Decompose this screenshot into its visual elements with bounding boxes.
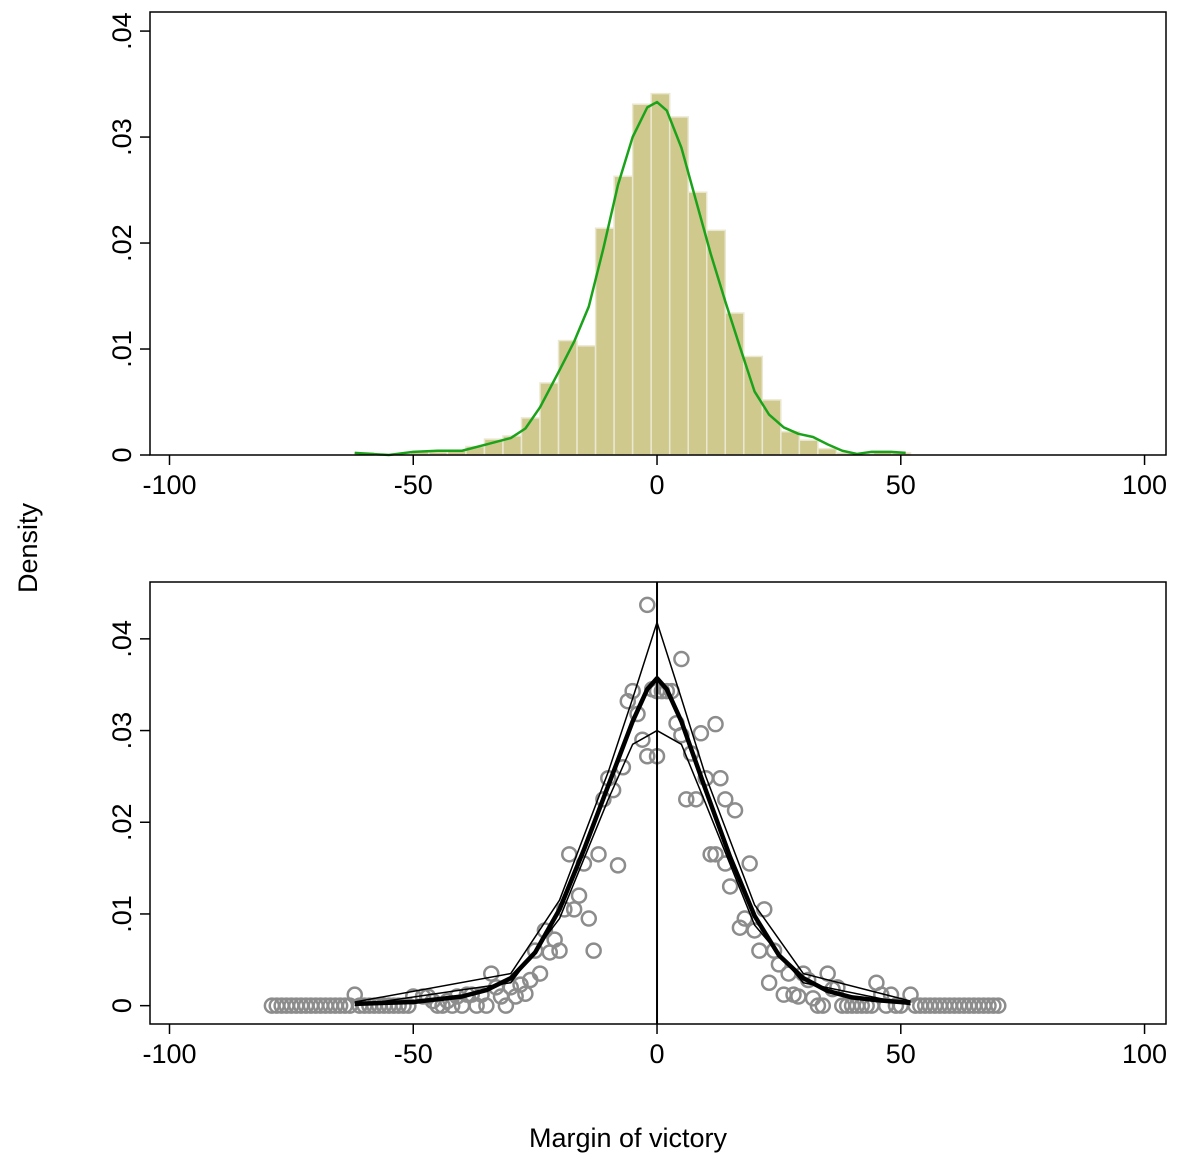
- density-line: [354, 100, 906, 457]
- y-tick-label: .04: [107, 620, 137, 658]
- bar: [780, 430, 801, 456]
- point: [756, 901, 773, 918]
- point: [483, 965, 500, 982]
- point: [639, 747, 656, 765]
- y-tick-label: .02: [107, 803, 137, 841]
- x-tick-label: 50: [886, 1039, 916, 1069]
- x-tick-label: -100: [142, 470, 196, 500]
- point: [565, 901, 583, 918]
- bar: [631, 103, 652, 456]
- point: [634, 731, 651, 748]
- plot-frame: [149, 11, 1167, 456]
- x-tick-label: -50: [394, 470, 433, 500]
- y-tick-label: 0: [107, 447, 137, 462]
- point: [400, 997, 417, 1014]
- point: [751, 942, 768, 959]
- plot-frame: [149, 581, 1167, 1025]
- bar: [557, 339, 578, 456]
- point: [717, 791, 734, 808]
- point: [707, 715, 724, 733]
- x-tick-label: 50: [886, 470, 916, 500]
- y-tick-label: .01: [107, 895, 137, 933]
- point: [990, 997, 1007, 1014]
- x-tick-label: 100: [1122, 470, 1167, 500]
- point: [570, 887, 588, 904]
- point: [673, 650, 690, 668]
- bar: [817, 447, 838, 456]
- bar: [724, 312, 745, 456]
- point: [658, 682, 676, 700]
- fit-line: [354, 676, 911, 1007]
- point: [985, 997, 1002, 1014]
- point: [980, 997, 997, 1014]
- point: [590, 846, 607, 863]
- bar: [576, 345, 597, 456]
- point: [887, 997, 905, 1014]
- point: [561, 846, 578, 863]
- point: [639, 596, 656, 614]
- y-axis-label: Density: [13, 502, 43, 593]
- point: [726, 802, 744, 819]
- point: [497, 997, 515, 1014]
- point: [531, 965, 549, 982]
- point: [687, 791, 705, 808]
- x-tick-label: -50: [394, 1039, 433, 1069]
- bar: [668, 116, 689, 456]
- point: [692, 725, 710, 742]
- point: [712, 769, 729, 787]
- point: [609, 857, 627, 874]
- point: [707, 846, 724, 863]
- x-tick-label: 0: [650, 470, 665, 500]
- point: [741, 855, 758, 872]
- bar: [706, 229, 727, 456]
- point: [814, 997, 832, 1014]
- y-tick-label: .04: [107, 12, 137, 50]
- point: [702, 846, 719, 863]
- point: [760, 974, 778, 991]
- point: [331, 997, 349, 1014]
- point: [721, 878, 739, 895]
- point: [512, 976, 529, 993]
- bar: [650, 92, 671, 456]
- y-tick-label: .01: [107, 330, 137, 368]
- x-tick-label: 100: [1122, 1039, 1167, 1069]
- bar: [798, 439, 819, 456]
- point: [517, 985, 534, 1002]
- fit-line: [354, 729, 911, 1007]
- point: [585, 942, 602, 959]
- point: [551, 942, 568, 959]
- x-tick-label: -100: [142, 1039, 196, 1069]
- bar: [613, 175, 634, 456]
- point: [580, 910, 598, 927]
- bar: [594, 227, 615, 456]
- bar: [539, 382, 560, 456]
- point: [809, 997, 827, 1014]
- x-tick-label: 0: [650, 1039, 665, 1069]
- x-axis-label: Margin of victory: [529, 1123, 728, 1153]
- fit-line: [354, 621, 911, 1003]
- y-tick-label: 0: [107, 998, 137, 1013]
- point: [478, 997, 495, 1014]
- y-tick-label: .03: [107, 712, 137, 750]
- bar: [520, 417, 541, 456]
- point: [678, 791, 695, 808]
- y-tick-label: .03: [107, 118, 137, 156]
- y-tick-label: .02: [107, 224, 137, 262]
